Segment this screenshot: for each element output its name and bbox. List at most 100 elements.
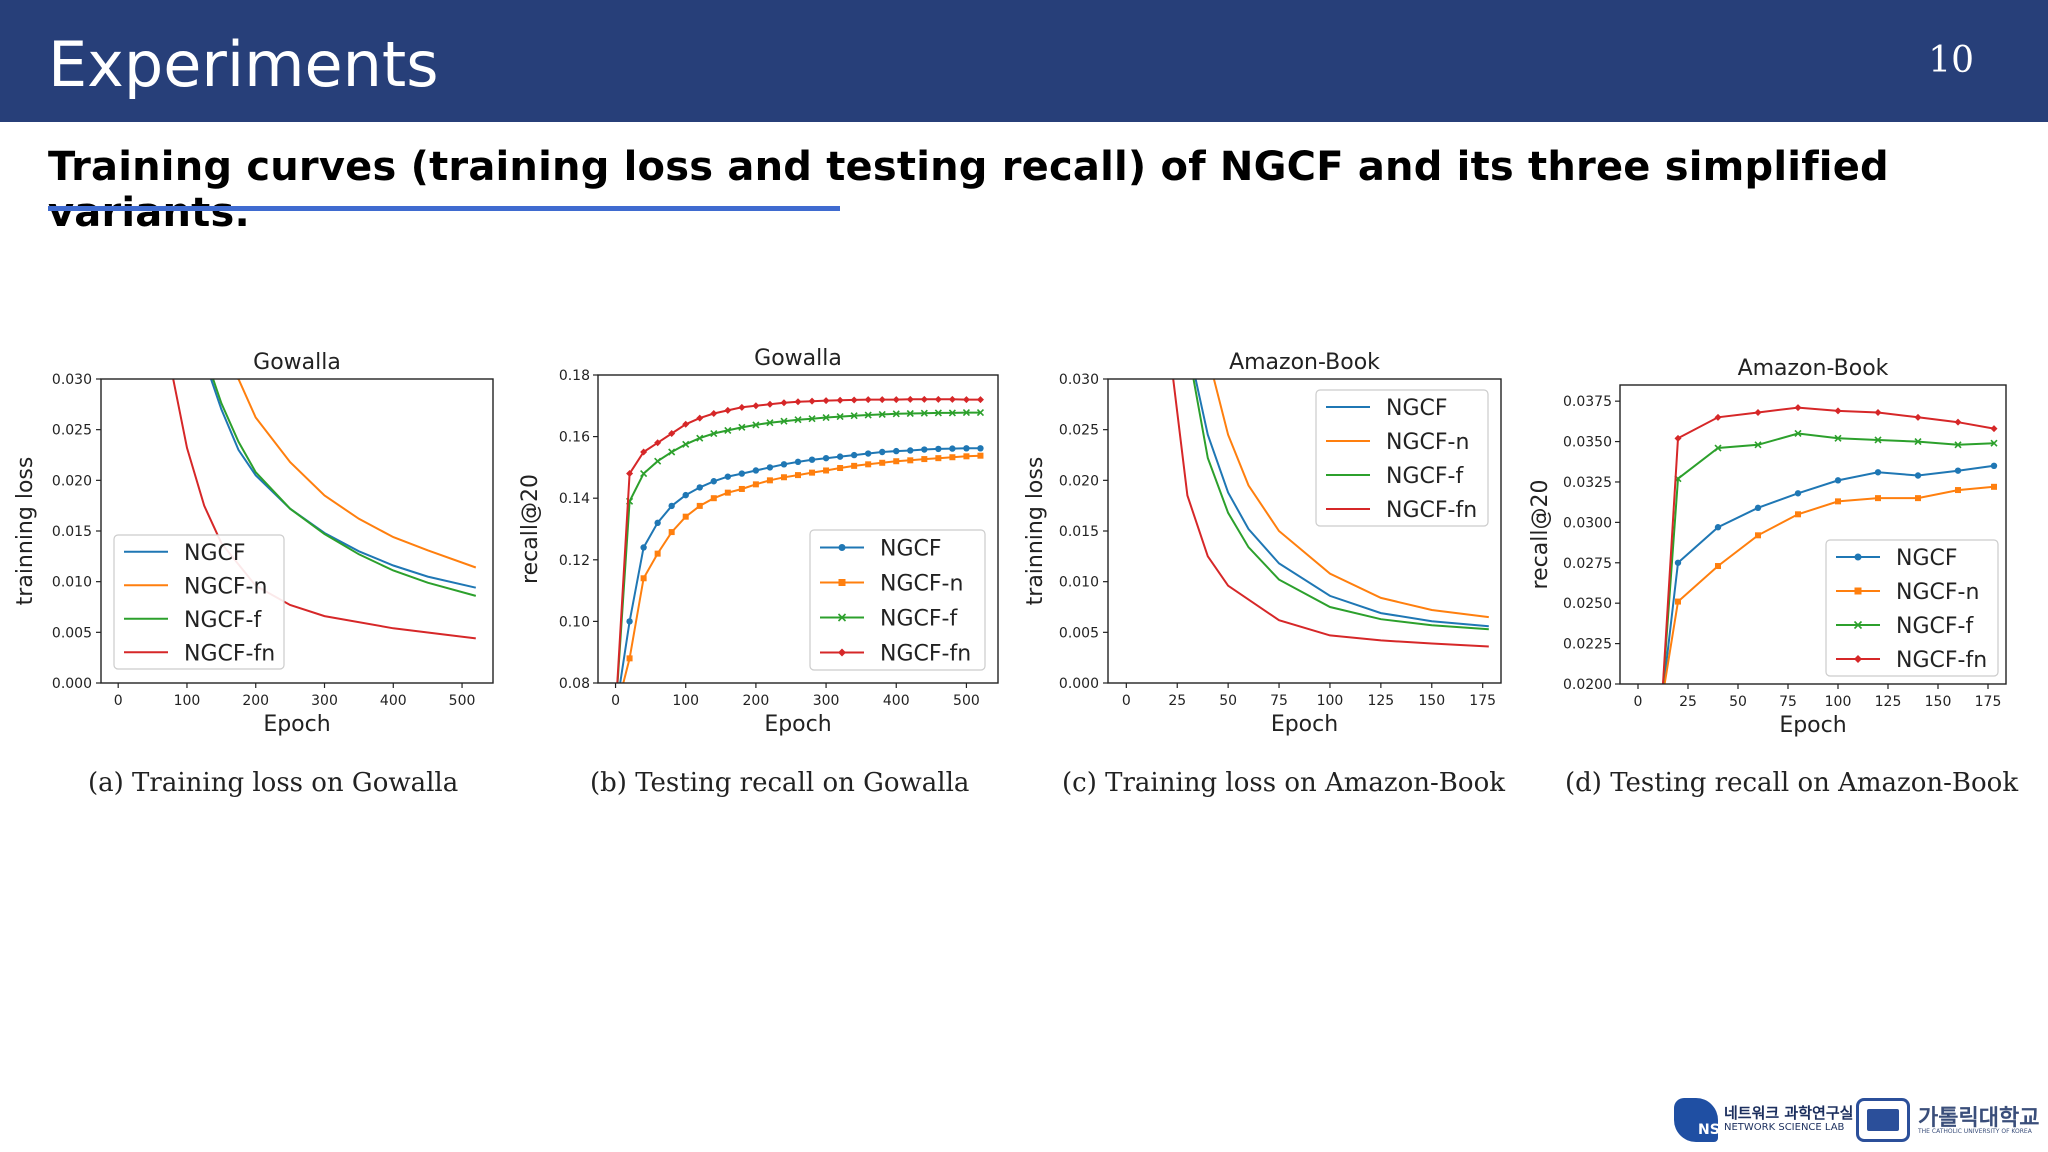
data-point [668,430,676,438]
legend-label: NGCF-n [1896,580,1979,605]
data-point [963,453,970,460]
x-tick-label: 100 [174,693,201,709]
data-point [724,489,731,496]
data-point [850,451,858,459]
data-point [1754,441,1762,449]
y-tick-label: 0.025 [52,423,92,439]
y-tick-label: 0.020 [1059,473,1099,489]
x-tick-label: 150 [1925,694,1952,710]
data-point [1794,490,1802,497]
x-tick-label: 50 [1729,694,1747,710]
x-axis-label: Epoch [1271,712,1338,737]
data-point [850,396,858,404]
data-point [1954,441,1962,449]
data-point [935,455,942,462]
data-point [668,502,675,510]
data-point [654,439,662,447]
data-point [1954,467,1962,474]
x-tick-label: 100 [672,693,699,709]
x-tick-label: 0 [1122,693,1131,709]
title-bar: Experiments 10 [0,0,2048,122]
x-tick-label: 25 [1168,693,1186,709]
data-point [696,484,703,491]
legend-box [1315,389,1489,527]
data-point [976,396,984,404]
data-point [893,447,900,455]
legend-label: NGCF-n [184,574,267,599]
legend: NGCF NGCF-n NGCF-f NGCF-fn [1315,389,1489,527]
y-tick-label: 0.14 [559,491,590,507]
data-point [752,421,760,429]
page-number: 10 [1928,40,1974,81]
data-point [1794,404,1802,412]
data-point [907,447,914,454]
y-tick-label: 0.18 [559,368,590,384]
data-point [795,472,801,479]
series-line-ngcf-n [1211,379,1489,619]
lab-name-kr: 네트워크 과학연구실 [1724,1104,1854,1122]
data-point [794,458,802,466]
data-point [696,502,703,509]
data-point [724,426,732,435]
y-tick-label: 0.000 [52,676,92,692]
x-axis-label: Epoch [1779,713,1846,738]
data-point [668,529,675,536]
data-point [1755,532,1761,539]
series-line-ngcf-fn [1661,406,1995,684]
legend-label: NGCF-fn [1386,498,1477,523]
x-tick-label: 400 [883,693,910,709]
data-point [724,473,732,480]
legend-label: NGCF-n [1386,430,1469,455]
data-point [682,420,690,428]
subtitle-underline [48,206,840,211]
data-point [1914,438,1922,446]
x-tick-label: 100 [1825,694,1852,710]
data-point [907,457,914,464]
data-point [766,419,774,427]
y-tick-label: 0.025 [1059,423,1099,439]
caption-b: (b) Testing recall on Gowalla [590,768,970,798]
chart-1: Gowalla 0.08 0.10 0.12 0.14 0.16 0.18 0 100 200 30… [518,346,999,737]
data-point [823,467,830,474]
chart-0: Gowalla 0.000 0.005 0.010 0.015 0.020 0.025 0.0… [13,350,494,737]
caption-d: (d) Testing recall on Amazon-Book [1565,768,2019,798]
legend-label: NGCF [1896,546,1958,571]
data-point [864,396,872,404]
legend-label: NGCF-fn [184,641,275,666]
data-point [738,423,746,431]
lab-name-en: NETWORK SCIENCE LAB [1724,1122,1845,1133]
data-point [640,544,647,551]
legend-label: NGCF-f [1896,614,1974,639]
data-point [710,429,718,438]
data-point [626,470,634,478]
data-point [1674,434,1682,442]
legend-label: NGCF-fn [1896,648,1987,673]
data-point [921,446,928,453]
x-tick-label: 75 [1779,694,1797,710]
data-point [654,550,661,557]
data-point [948,409,956,417]
catholic-university-logo: 가톨릭대학교 THE CATHOLIC UNIVERSITY OF KOREA [1856,1090,2039,1150]
data-point [1714,444,1722,452]
univ-name-en: THE CATHOLIC UNIVERSITY OF KOREA [1918,1128,2032,1135]
x-tick-label: 125 [1875,694,1902,710]
chart-3: Amazon-Book 0.0200 0.0225 0.0250 0.0275 0.030… [1528,356,2007,738]
data-point [934,395,942,403]
y-tick-label: 0.12 [559,553,590,569]
chart-title: Gowalla [754,346,842,371]
data-point [1954,418,1962,426]
y-axis-label: trainning loss [13,457,38,606]
data-point [920,409,928,417]
data-point [766,464,774,471]
data-point [976,409,985,417]
data-point [1990,462,1998,470]
x-tick-label: 500 [449,693,476,709]
data-point [1834,434,1842,442]
y-tick-label: 0.10 [559,614,590,630]
data-point [879,459,886,466]
y-tick-label: 0.0225 [1563,637,1612,653]
data-point [1874,469,1882,476]
legend-label: NGCF-f [880,607,958,632]
data-point [668,448,676,456]
data-point [962,409,970,417]
